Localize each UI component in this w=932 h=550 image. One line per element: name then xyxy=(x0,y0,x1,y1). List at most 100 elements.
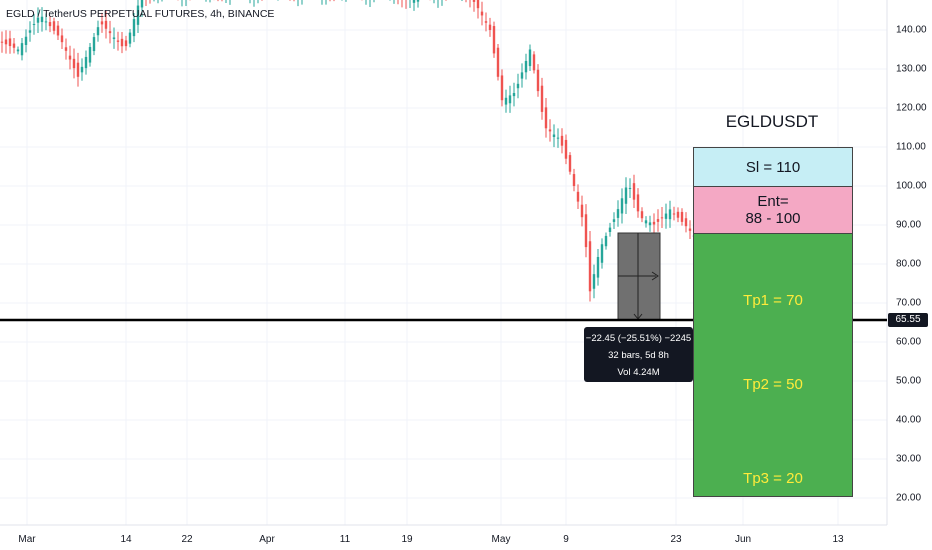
candle xyxy=(524,60,528,73)
candle xyxy=(476,0,480,9)
candle xyxy=(544,107,548,129)
candle xyxy=(480,11,484,16)
price-tick: 20.00 xyxy=(896,492,922,504)
price-tick: 140.00 xyxy=(896,24,927,36)
price-tick: 110.00 xyxy=(896,141,926,153)
candle xyxy=(108,31,112,34)
candle xyxy=(96,27,100,36)
candle xyxy=(76,62,80,77)
candle xyxy=(52,21,56,31)
candle xyxy=(112,37,116,39)
last-price-badge: 65.55 xyxy=(888,313,928,327)
measure-bars: 32 bars, 5d 8h xyxy=(608,350,669,361)
price-tick: 50.00 xyxy=(896,375,922,387)
candle xyxy=(612,219,616,222)
candle xyxy=(592,274,596,289)
measure-arrow-right xyxy=(651,271,659,281)
candle xyxy=(516,83,520,89)
time-tick: Apr xyxy=(259,534,275,545)
time-tick: 11 xyxy=(339,534,351,545)
candle xyxy=(644,220,648,224)
candle xyxy=(600,244,604,263)
candle xyxy=(576,191,580,202)
candle xyxy=(676,211,680,218)
take-profit-zone[interactable] xyxy=(693,233,853,497)
candle xyxy=(556,137,560,139)
candle xyxy=(484,21,488,23)
time-tick: 19 xyxy=(401,534,413,545)
candle xyxy=(680,211,684,222)
candle xyxy=(64,47,68,51)
candle xyxy=(548,129,552,132)
candle xyxy=(44,21,48,23)
candle xyxy=(652,221,656,225)
entry-range: 88 - 100 xyxy=(745,210,801,227)
time-tick: 23 xyxy=(670,534,682,545)
candle xyxy=(552,134,556,138)
candle xyxy=(92,37,96,52)
candle xyxy=(520,72,524,79)
stop-loss-zone[interactable]: Sl = 110 xyxy=(693,147,853,187)
candle xyxy=(56,25,60,36)
candle xyxy=(88,47,92,63)
candle xyxy=(636,194,640,212)
candle xyxy=(136,5,140,25)
candle xyxy=(32,23,36,25)
candle xyxy=(684,218,688,227)
candle xyxy=(528,49,532,67)
tp2-label: Tp2 = 50 xyxy=(743,376,803,393)
candle xyxy=(568,155,572,172)
candle xyxy=(128,32,132,44)
candle xyxy=(12,43,16,48)
candle xyxy=(84,56,88,69)
candle xyxy=(620,198,624,214)
candle xyxy=(72,58,76,69)
price-tick: 100.00 xyxy=(896,180,927,192)
candle xyxy=(40,16,44,23)
candle xyxy=(100,21,104,25)
candle xyxy=(116,40,120,42)
measure-change: −22.45 (−25.51%) −2245 xyxy=(585,333,692,344)
candle xyxy=(24,36,28,45)
candle xyxy=(104,20,108,29)
time-tick: 13 xyxy=(832,534,844,545)
candle xyxy=(660,217,664,219)
candle xyxy=(540,85,544,112)
candle xyxy=(664,213,668,219)
candle xyxy=(488,24,492,30)
entry-zone[interactable]: Ent= 88 - 100 xyxy=(693,186,853,234)
candles xyxy=(0,0,708,309)
price-tick: 70.00 xyxy=(896,297,922,309)
candle xyxy=(588,241,592,292)
measure-volume: Vol 4.24M xyxy=(617,367,660,378)
candle xyxy=(616,209,620,218)
price-tick: 40.00 xyxy=(896,414,922,426)
candle xyxy=(120,38,124,47)
candle xyxy=(532,54,536,71)
measure-tooltip: −22.45 (−25.51%) −2245 32 bars, 5d 8h Vo… xyxy=(584,327,693,382)
candle xyxy=(48,22,52,27)
candle xyxy=(472,0,476,2)
time-tick: 22 xyxy=(181,534,193,545)
candle xyxy=(80,66,84,73)
candle xyxy=(648,222,652,226)
candle xyxy=(564,139,568,159)
time-tick: Jun xyxy=(734,534,752,545)
candle xyxy=(416,0,420,2)
candle xyxy=(492,26,496,54)
time-tick: 14 xyxy=(120,534,132,545)
time-tick: 9 xyxy=(563,534,569,545)
candle xyxy=(508,95,512,104)
candle xyxy=(496,47,500,77)
candle xyxy=(640,211,644,219)
candle xyxy=(512,93,516,97)
candle xyxy=(624,187,628,204)
candle xyxy=(656,219,660,222)
time-tick: Mar xyxy=(18,534,36,545)
candle xyxy=(16,49,20,52)
price-tick: 90.00 xyxy=(896,219,922,231)
candle xyxy=(140,0,144,8)
symbol-title: EGLD / TetherUS PERPETUAL FUTURES, 4h, B… xyxy=(6,8,275,20)
candle xyxy=(504,97,508,105)
